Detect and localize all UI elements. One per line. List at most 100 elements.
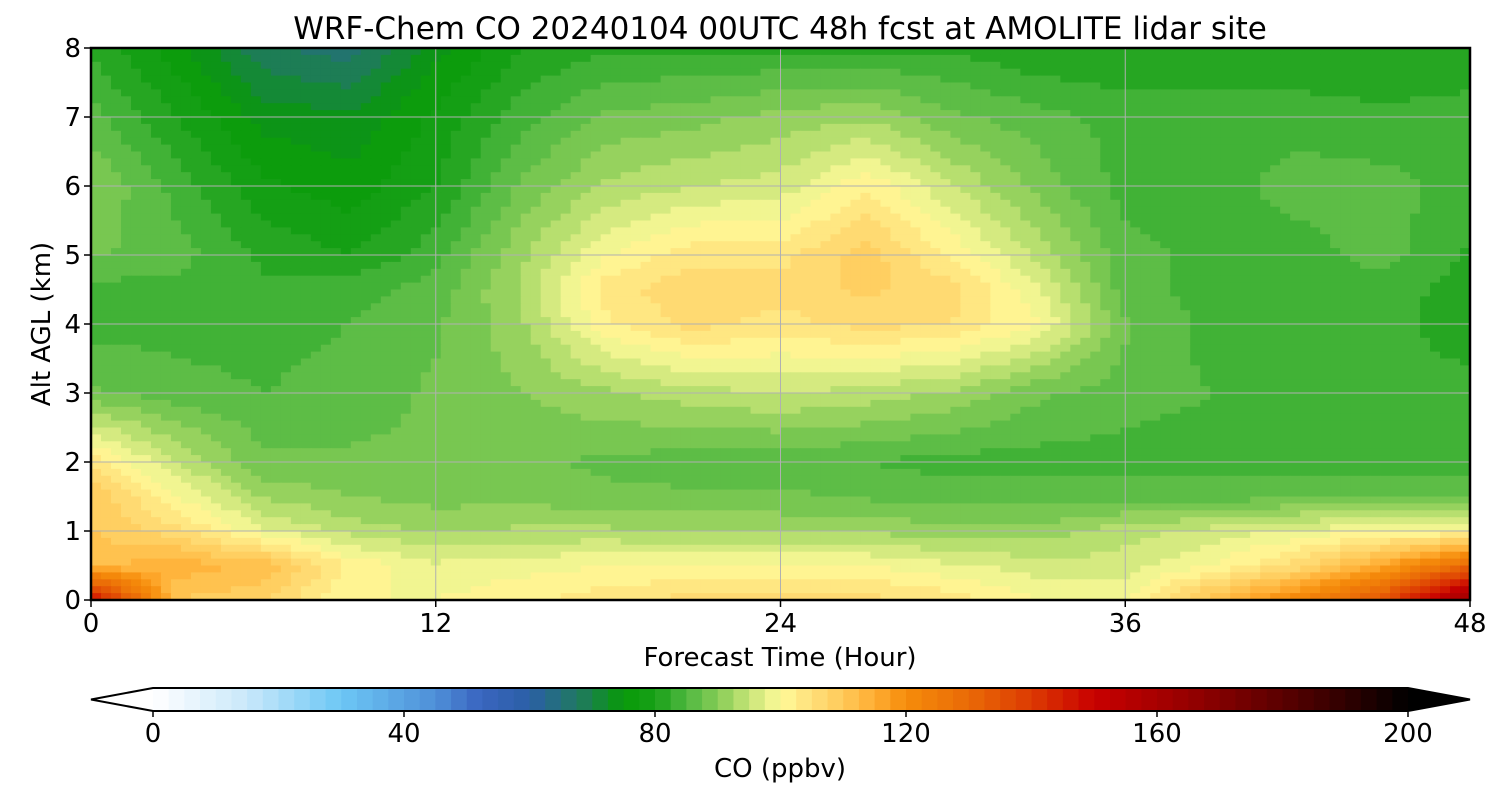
- field-cell: [1080, 199, 1091, 208]
- field-cell: [350, 186, 362, 194]
- field-cell: [180, 172, 192, 180]
- field-cell: [1250, 137, 1261, 146]
- field-cell: [260, 186, 272, 194]
- field-cell: [1420, 261, 1431, 270]
- field-cell: [540, 89, 552, 97]
- field-cell: [840, 151, 852, 159]
- field-cell: [1110, 275, 1121, 284]
- field-cell: [100, 282, 112, 291]
- field-cell: [440, 268, 452, 277]
- field-cell: [600, 89, 612, 97]
- field-cell: [560, 48, 572, 56]
- field-cell: [1320, 123, 1331, 132]
- field-cell: [880, 165, 892, 173]
- field-cell: [1070, 199, 1081, 208]
- field-cell: [450, 68, 462, 77]
- field-cell: [1280, 75, 1291, 84]
- field-cell: [240, 61, 252, 70]
- field-cell: [970, 220, 981, 228]
- field-cell: [290, 151, 302, 159]
- field-cell: [1360, 82, 1371, 90]
- field-cell: [170, 172, 182, 180]
- field-cell: [790, 89, 802, 97]
- field-cell: [510, 117, 522, 125]
- field-cell: [370, 172, 382, 180]
- field-cell: [1030, 82, 1041, 90]
- field-cell: [120, 261, 132, 270]
- field-cell: [890, 75, 902, 84]
- field-cell: [660, 275, 672, 284]
- field-cell: [1140, 89, 1151, 97]
- field-cell: [720, 206, 732, 215]
- field-cell: [980, 103, 991, 111]
- field-cell: [91, 123, 102, 132]
- field-cell: [120, 144, 132, 153]
- field-cell: [1140, 137, 1151, 146]
- field-cell: [1110, 227, 1121, 235]
- field-cell: [660, 61, 672, 70]
- field-cell: [1220, 248, 1231, 256]
- field-cell: [1160, 186, 1171, 194]
- field-cell: [510, 268, 522, 277]
- field-cell: [780, 227, 792, 235]
- field-cell: [1450, 68, 1461, 77]
- field-cell: [1240, 275, 1251, 284]
- field-cell: [350, 255, 362, 263]
- field-cell: [440, 137, 452, 146]
- field-cell: [1060, 213, 1071, 222]
- field-cell: [410, 186, 422, 194]
- field-cell: [330, 179, 342, 187]
- field-cell: [620, 82, 632, 90]
- field-cell: [1290, 268, 1301, 277]
- field-cell: [460, 151, 472, 159]
- field-cell: [650, 54, 662, 63]
- field-cell: [150, 275, 162, 284]
- field-cell: [500, 261, 512, 270]
- field-cell: [1370, 186, 1381, 194]
- field-cell: [1410, 137, 1421, 146]
- field-cell: [810, 213, 822, 222]
- field-cell: [1220, 89, 1231, 97]
- field-cell: [190, 241, 202, 249]
- field-cell: [120, 282, 132, 291]
- field-cell: [91, 275, 102, 284]
- field-cell: [1440, 220, 1451, 228]
- field-cell: [440, 172, 452, 180]
- field-cell: [1300, 282, 1311, 291]
- field-cell: [650, 289, 662, 297]
- field-cell: [690, 248, 702, 256]
- field-cell: [540, 248, 552, 256]
- field-cell: [290, 96, 302, 104]
- field-cell: [91, 158, 102, 166]
- field-cell: [1020, 103, 1031, 111]
- field-cell: [1220, 199, 1231, 208]
- field-cell: [1010, 261, 1021, 270]
- field-cell: [580, 213, 592, 222]
- field-cell: [1000, 103, 1011, 111]
- field-cell: [580, 282, 592, 291]
- field-cell: [1190, 199, 1201, 208]
- field-cell: [990, 234, 1001, 242]
- field-cell: [380, 158, 392, 166]
- field-cell: [720, 186, 732, 194]
- field-cell: [380, 165, 392, 173]
- field-cell: [1430, 54, 1441, 63]
- field-cell: [220, 172, 232, 180]
- field-cell: [1270, 48, 1281, 56]
- field-cell: [370, 234, 382, 242]
- field-cell: [630, 241, 642, 249]
- field-cell: [1050, 158, 1061, 166]
- field-cell: [110, 123, 122, 132]
- field-cell: [1450, 158, 1461, 166]
- field-cell: [180, 227, 192, 235]
- field-cell: [600, 130, 612, 139]
- field-cell: [1040, 289, 1051, 297]
- field-cell: [670, 96, 682, 104]
- field-cell: [170, 227, 182, 235]
- field-cell: [880, 89, 892, 97]
- field-cell: [600, 137, 612, 146]
- field-cell: [1260, 130, 1271, 139]
- field-cell: [660, 151, 672, 159]
- field-cell: [1180, 227, 1191, 235]
- field-cell: [740, 68, 752, 77]
